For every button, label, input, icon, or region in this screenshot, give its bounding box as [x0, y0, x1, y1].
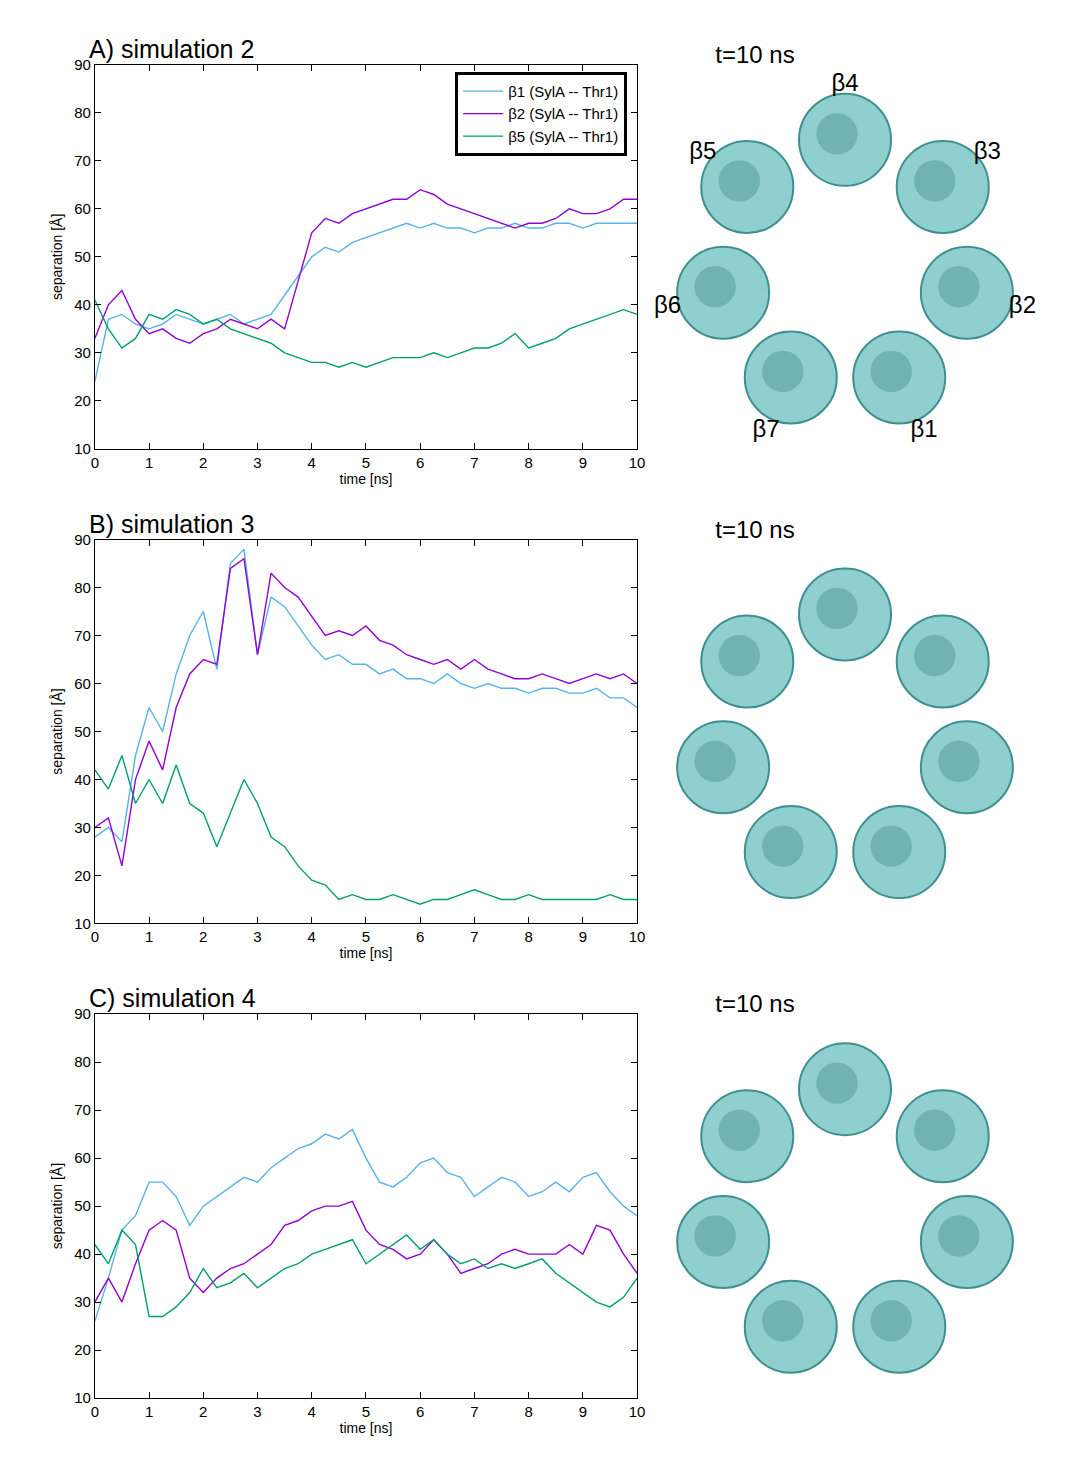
svg-text:10: 10 [74, 1389, 91, 1406]
svg-text:β1 (SylA -- Thr1): β1 (SylA -- Thr1) [508, 83, 618, 100]
svg-text:separation [Å]: separation [Å] [49, 1163, 65, 1249]
svg-text:70: 70 [74, 152, 91, 169]
svg-text:80: 80 [74, 1053, 91, 1070]
svg-text:time [ns]: time [ns] [340, 1420, 393, 1436]
svg-text:60: 60 [74, 1149, 91, 1166]
svg-text:4: 4 [308, 454, 316, 471]
svg-text:6: 6 [416, 928, 424, 945]
svg-text:time [ns]: time [ns] [340, 471, 393, 487]
svg-text:7: 7 [470, 928, 478, 945]
svg-text:A) simulation 2: A) simulation 2 [89, 35, 254, 63]
svg-text:C) simulation 4: C) simulation 4 [89, 984, 256, 1012]
svg-text:β1: β1 [910, 415, 937, 442]
svg-text:30: 30 [74, 344, 91, 361]
svg-text:70: 70 [74, 1101, 91, 1118]
svg-text:β4: β4 [831, 69, 858, 96]
svg-text:t=10 ns: t=10 ns [715, 41, 794, 68]
svg-text:8: 8 [524, 1403, 532, 1420]
svg-text:20: 20 [74, 1341, 91, 1358]
svg-text:1: 1 [145, 454, 153, 471]
svg-text:B) simulation 3: B) simulation 3 [89, 510, 254, 538]
svg-text:0: 0 [91, 928, 99, 945]
svg-text:t=10 ns: t=10 ns [715, 516, 794, 543]
svg-text:2: 2 [199, 928, 207, 945]
svg-text:β5: β5 [689, 137, 716, 164]
svg-text:10: 10 [629, 928, 646, 945]
svg-text:7: 7 [470, 454, 478, 471]
svg-text:50: 50 [74, 723, 91, 740]
svg-text:3: 3 [253, 454, 261, 471]
svg-text:90: 90 [74, 1005, 91, 1022]
svg-text:1: 1 [145, 928, 153, 945]
svg-text:separation [Å]: separation [Å] [49, 688, 65, 774]
svg-text:time [ns]: time [ns] [340, 945, 393, 961]
svg-text:3: 3 [253, 928, 261, 945]
svg-text:2: 2 [199, 1403, 207, 1420]
svg-text:20: 20 [74, 392, 91, 409]
svg-text:60: 60 [74, 200, 91, 217]
svg-text:80: 80 [74, 104, 91, 121]
svg-text:40: 40 [74, 296, 91, 313]
svg-text:1: 1 [145, 1403, 153, 1420]
svg-text:6: 6 [416, 1403, 424, 1420]
svg-text:30: 30 [74, 819, 91, 836]
svg-text:β2: β2 [1009, 291, 1036, 318]
svg-text:5: 5 [362, 454, 370, 471]
svg-text:9: 9 [579, 454, 587, 471]
svg-text:50: 50 [74, 248, 91, 265]
svg-text:5: 5 [362, 928, 370, 945]
svg-text:4: 4 [308, 928, 316, 945]
svg-text:0: 0 [91, 454, 99, 471]
svg-text:90: 90 [74, 56, 91, 73]
svg-text:8: 8 [524, 928, 532, 945]
svg-text:30: 30 [74, 1293, 91, 1310]
svg-text:70: 70 [74, 627, 91, 644]
svg-text:50: 50 [74, 1197, 91, 1214]
svg-text:β6: β6 [654, 291, 681, 318]
svg-text:0: 0 [91, 1403, 99, 1420]
svg-text:4: 4 [308, 1403, 316, 1420]
svg-text:60: 60 [74, 675, 91, 692]
svg-text:β5 (SylA -- Thr1): β5 (SylA -- Thr1) [508, 128, 618, 145]
svg-text:5: 5 [362, 1403, 370, 1420]
svg-text:40: 40 [74, 1245, 91, 1262]
svg-text:6: 6 [416, 454, 424, 471]
svg-text:8: 8 [524, 454, 532, 471]
svg-text:10: 10 [629, 1403, 646, 1420]
svg-text:9: 9 [579, 928, 587, 945]
svg-text:10: 10 [74, 915, 91, 932]
svg-text:80: 80 [74, 579, 91, 596]
svg-text:9: 9 [579, 1403, 587, 1420]
svg-text:40: 40 [74, 771, 91, 788]
svg-text:t=10 ns: t=10 ns [715, 990, 794, 1017]
svg-text:2: 2 [199, 454, 207, 471]
svg-text:β2 (SylA -- Thr1): β2 (SylA -- Thr1) [508, 105, 618, 122]
svg-text:3: 3 [253, 1403, 261, 1420]
svg-text:10: 10 [74, 440, 91, 457]
svg-text:90: 90 [74, 531, 91, 548]
svg-text:β7: β7 [752, 415, 779, 442]
svg-text:separation [Å]: separation [Å] [49, 214, 65, 300]
svg-text:20: 20 [74, 867, 91, 884]
svg-text:7: 7 [470, 1403, 478, 1420]
svg-text:β3: β3 [974, 137, 1001, 164]
svg-text:10: 10 [629, 454, 646, 471]
